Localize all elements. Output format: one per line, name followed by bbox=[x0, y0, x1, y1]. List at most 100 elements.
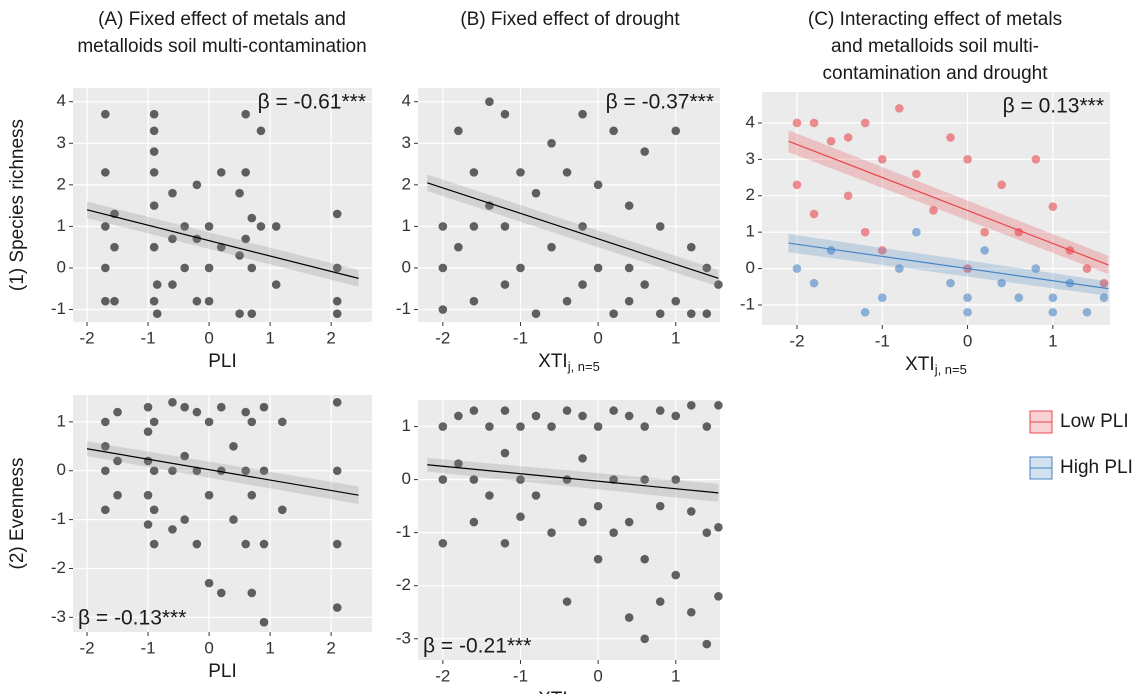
x-axis-label-main: PLI bbox=[208, 661, 237, 682]
point bbox=[1048, 202, 1058, 211]
point bbox=[204, 222, 214, 231]
point bbox=[101, 442, 110, 451]
point bbox=[180, 402, 189, 412]
y-tick-label: 3 bbox=[57, 133, 66, 152]
point bbox=[143, 490, 153, 500]
point bbox=[332, 296, 342, 306]
point bbox=[101, 505, 110, 515]
y-tick-label: 2 bbox=[57, 174, 66, 193]
x-axis-label-main: XTI bbox=[538, 351, 568, 372]
point bbox=[256, 126, 266, 136]
point bbox=[547, 528, 556, 537]
confidence-band bbox=[87, 441, 359, 504]
point bbox=[149, 539, 159, 549]
point bbox=[702, 309, 712, 318]
point bbox=[204, 490, 214, 500]
annotation: β = -0.21*** bbox=[423, 635, 531, 658]
x-tick-label: 1 bbox=[265, 328, 274, 347]
point bbox=[332, 209, 342, 219]
point bbox=[149, 466, 159, 476]
point bbox=[216, 402, 226, 412]
point bbox=[1048, 307, 1058, 317]
point bbox=[1099, 278, 1109, 288]
point bbox=[702, 263, 712, 273]
panel: -3 -2 -1 0 1 -2 -1 0 1 XTIj, n=5 β = -0.21*** bbox=[396, 400, 723, 694]
point bbox=[247, 490, 257, 500]
point bbox=[714, 523, 723, 532]
point bbox=[860, 227, 870, 237]
y-tick-label: 3 bbox=[746, 149, 755, 168]
point bbox=[216, 242, 226, 252]
point bbox=[235, 188, 244, 198]
point bbox=[877, 293, 887, 302]
y-tick-label: -3 bbox=[51, 607, 66, 626]
point bbox=[702, 528, 712, 537]
point bbox=[204, 417, 214, 427]
point bbox=[809, 118, 819, 128]
point bbox=[110, 296, 119, 306]
point bbox=[101, 263, 110, 273]
point bbox=[547, 242, 556, 252]
point bbox=[562, 168, 572, 177]
x-tick-label: 0 bbox=[593, 328, 602, 347]
point bbox=[860, 307, 870, 317]
x-tick-label: 1 bbox=[265, 638, 274, 657]
point bbox=[485, 491, 494, 500]
point bbox=[256, 222, 266, 231]
point bbox=[609, 475, 618, 484]
point bbox=[1031, 155, 1041, 164]
point bbox=[110, 242, 119, 252]
point bbox=[143, 427, 153, 436]
point bbox=[655, 597, 665, 606]
point bbox=[168, 188, 177, 198]
y-tick-label: -1 bbox=[396, 522, 411, 541]
annotation: β = -0.37*** bbox=[606, 91, 714, 114]
point bbox=[101, 296, 110, 306]
point bbox=[247, 588, 257, 598]
point bbox=[516, 475, 525, 484]
point bbox=[531, 309, 541, 318]
y-tick-label: 0 bbox=[57, 257, 66, 276]
point bbox=[241, 539, 250, 549]
point bbox=[547, 138, 556, 148]
point bbox=[180, 263, 189, 273]
point bbox=[624, 411, 634, 421]
point bbox=[332, 539, 342, 549]
point bbox=[980, 246, 989, 255]
point bbox=[113, 407, 122, 417]
point bbox=[332, 603, 342, 612]
point bbox=[149, 147, 159, 156]
legend-label: High PLI bbox=[1060, 457, 1133, 478]
panel-title: (B) Fixed effect of drought bbox=[460, 9, 680, 30]
point bbox=[895, 264, 904, 273]
point bbox=[843, 191, 853, 201]
point bbox=[686, 607, 696, 617]
x-tick-label: -1 bbox=[140, 328, 155, 347]
point bbox=[241, 234, 250, 244]
point bbox=[438, 538, 448, 548]
confidence-band bbox=[788, 233, 1109, 296]
point bbox=[826, 246, 836, 255]
x-tick-label: 2 bbox=[326, 328, 335, 347]
point bbox=[247, 417, 257, 427]
y-tick-label: 4 bbox=[57, 91, 66, 110]
y-tick-label: -1 bbox=[51, 299, 66, 318]
panel: -1 0 1 2 3 4 -2 -1 0 1 (C) Interacting effect of m… bbox=[740, 9, 1133, 480]
point bbox=[438, 222, 448, 231]
point bbox=[247, 213, 257, 223]
fit-line bbox=[788, 140, 1109, 266]
point bbox=[1099, 293, 1109, 302]
point bbox=[877, 155, 887, 164]
point bbox=[192, 539, 202, 549]
point bbox=[640, 554, 649, 564]
y-tick-label: -1 bbox=[740, 294, 755, 313]
point bbox=[149, 109, 159, 119]
point bbox=[168, 398, 177, 407]
point bbox=[714, 592, 723, 601]
point bbox=[485, 97, 494, 107]
point bbox=[101, 222, 110, 231]
point bbox=[1014, 293, 1024, 302]
point bbox=[271, 280, 281, 289]
point bbox=[259, 617, 269, 627]
y-tick-label: -3 bbox=[396, 628, 411, 647]
